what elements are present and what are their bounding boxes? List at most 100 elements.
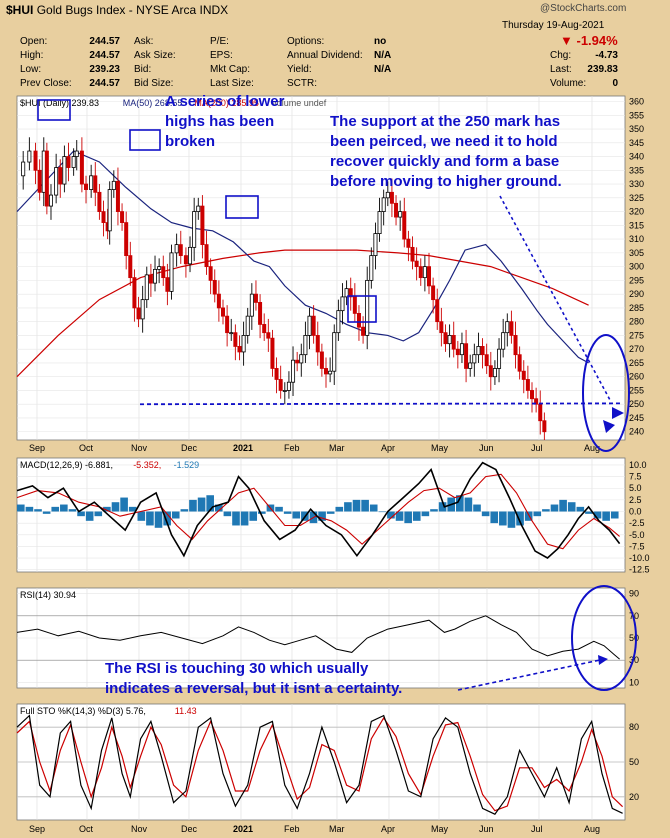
macd-histogram-bar (42, 511, 51, 514)
x-tick-label-bottom: Sep (29, 824, 45, 834)
macd-tick-label: -7.5 (629, 541, 645, 551)
x-tick-label-top: Oct (79, 443, 94, 453)
highlight-box-2 (129, 129, 161, 151)
macd-histogram-bar (387, 511, 395, 519)
price-candle (521, 370, 526, 380)
price-candle (439, 321, 444, 334)
price-candle (501, 332, 506, 350)
price-candle (169, 252, 174, 292)
price-candle (93, 175, 98, 193)
price-candle (410, 246, 415, 262)
rsi-tick-label: 50 (629, 633, 639, 643)
price-tick-label: 265 (629, 358, 644, 368)
price-candle (459, 343, 464, 356)
price-candle (286, 381, 291, 391)
quote-header: $HUI Gold Bugs Index - NYSE Arca INDX @S… (6, 3, 627, 91)
price-candle (352, 296, 357, 314)
macd-histogram-bar (283, 511, 292, 514)
price-candle (136, 307, 141, 320)
x-tick-label-bottom: Apr (381, 824, 395, 834)
macd-histogram-bar (326, 511, 335, 514)
price-candle (44, 150, 49, 207)
price-candle (58, 167, 63, 185)
price-candle (178, 244, 183, 257)
change-pct: ▼ -1.94% (560, 33, 618, 48)
price-candle (394, 202, 399, 218)
macd-histogram-bar (34, 509, 42, 512)
x-tick-label-top: Jul (531, 443, 543, 453)
price-candle (148, 274, 153, 284)
ellipse-arrow-head (603, 420, 615, 433)
macd-histogram-bar (240, 511, 249, 526)
macd-histogram-bar (17, 504, 25, 512)
macd-tick-label: 7.5 (629, 472, 642, 482)
x-tick-label-top: Mar (329, 443, 345, 453)
macd-histogram-bar (258, 511, 266, 514)
price-candle (249, 293, 254, 317)
macd-histogram-bar (559, 499, 567, 512)
price-tick-label: 355 (629, 110, 644, 120)
price-candle (373, 233, 378, 257)
legend-entry: MA(50) 268.55 (123, 98, 183, 108)
price-candle (365, 279, 370, 336)
price-tick-label: 315 (629, 220, 644, 230)
macd-histogram-bar (490, 511, 499, 524)
macd-histogram-bar (464, 497, 473, 512)
price-candle (530, 390, 535, 400)
ma50-line (16, 150, 589, 364)
rsi-line (16, 615, 620, 660)
price-candle (426, 266, 431, 287)
price-candle (174, 244, 179, 254)
price-tick-label: 345 (629, 138, 644, 148)
macd-tick-label: 0.0 (629, 507, 642, 517)
right-stats-values: -4.73 239.83 0 (587, 50, 618, 89)
price-candle (107, 189, 112, 232)
price-candle (299, 354, 304, 364)
x-tick-label-bottom: Jul (531, 824, 543, 834)
macd-histogram-bar (103, 506, 111, 512)
macd-signal-line (16, 473, 620, 550)
price-candle (534, 398, 539, 405)
price-tick-label: 245 (629, 413, 644, 423)
sto-k-line (16, 714, 623, 815)
macd-histogram-bar (214, 504, 223, 512)
macd-histogram-bar (610, 511, 619, 519)
price-candle (468, 362, 473, 369)
x-tick-label-bottom: Aug (584, 824, 600, 834)
stat-high: High: (20, 50, 44, 61)
price-candle (295, 359, 300, 364)
macd-histogram-bar (585, 511, 593, 514)
price-candle (356, 313, 361, 328)
x-tick-label-bottom: May (431, 824, 449, 834)
price-candle (319, 351, 324, 369)
price-tick-label: 335 (629, 165, 644, 175)
macd-tick-label: -10.0 (629, 553, 650, 563)
price-candle (480, 346, 485, 356)
price-candle (431, 285, 436, 301)
price-candle (385, 191, 390, 199)
price-candle (128, 255, 133, 279)
macd-histogram-bar (507, 511, 516, 528)
annotation-lower-highs: A series of lower highs has been broken (165, 93, 285, 150)
macd-histogram-bar (395, 511, 404, 521)
price-candle (212, 279, 217, 295)
stats-col-1: Open: High: Low: Prev Close: (20, 35, 72, 91)
macd-histogram-bar (593, 511, 602, 519)
rsi-tick-label: 90 (629, 589, 639, 599)
price-candle (27, 150, 32, 163)
stats-col-4-values: no N/A N/A (374, 36, 392, 75)
macd-histogram-bar (361, 499, 369, 512)
macd-histogram-bar (456, 495, 464, 512)
symbol: $HUI (6, 3, 34, 17)
macd-histogram-bar (516, 511, 524, 526)
macd-histogram-bar (128, 506, 137, 512)
x-tick-label-bottom: Mar (329, 824, 345, 834)
macd-tick-label: 10.0 (629, 460, 647, 470)
price-candle (332, 332, 337, 372)
legend-entry: Volume undef (271, 98, 327, 108)
price-tick-label: 320 (629, 207, 644, 217)
legend-entry: 11.43 (175, 706, 197, 716)
price-candle (216, 293, 221, 309)
price-candle (348, 288, 353, 298)
price-candle (188, 246, 193, 265)
